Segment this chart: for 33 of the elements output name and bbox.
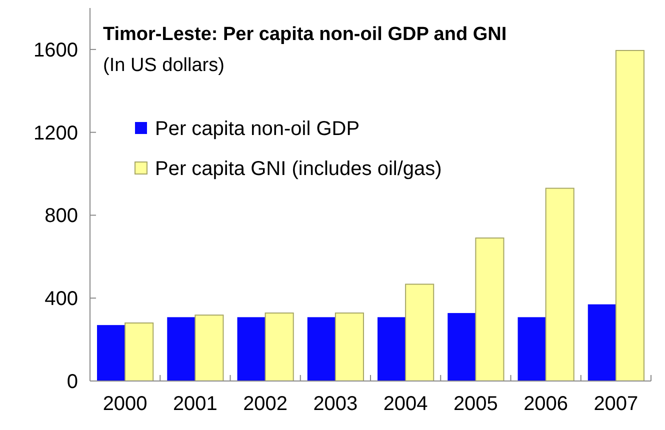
y-tick-label: 400 [44,288,78,310]
bar [405,284,434,382]
y-tick-label: 800 [44,205,78,228]
bar [448,313,476,381]
text: Timor-Leste: Per capita non-oil GDP and GNI [103,24,507,45]
bar [307,317,336,381]
bar [518,317,546,381]
bar [167,317,196,381]
bar [475,238,504,382]
x-tick-label: 2006 [524,393,568,415]
bar [615,50,644,382]
bar [545,188,574,382]
bar [588,304,616,381]
y-tick-label: 0 [66,371,78,393]
bar [334,312,364,382]
legend-label: Per capita GNI (includes oil/gas) [155,158,442,180]
x-tick-label: 2007 [594,393,638,415]
bar [124,322,154,382]
x-tick-label: 2001 [172,393,218,415]
x-tick-label: 2004 [383,393,428,415]
legend-label: Per capita non-oil GDP [155,118,360,140]
bar [97,325,126,381]
bar [237,317,266,381]
bar [264,312,294,382]
x-tick-label: 2005 [453,393,498,415]
bar [194,314,224,382]
bar [378,317,406,381]
x-tick-label: 2000 [102,393,148,415]
y-tick-label: 1600 [34,39,78,62]
x-tick-label: 2002 [243,393,288,415]
text: (In US dollars) [103,55,224,76]
y-tick-label: 1200 [34,122,78,144]
x-tick-label: 2003 [313,393,358,415]
